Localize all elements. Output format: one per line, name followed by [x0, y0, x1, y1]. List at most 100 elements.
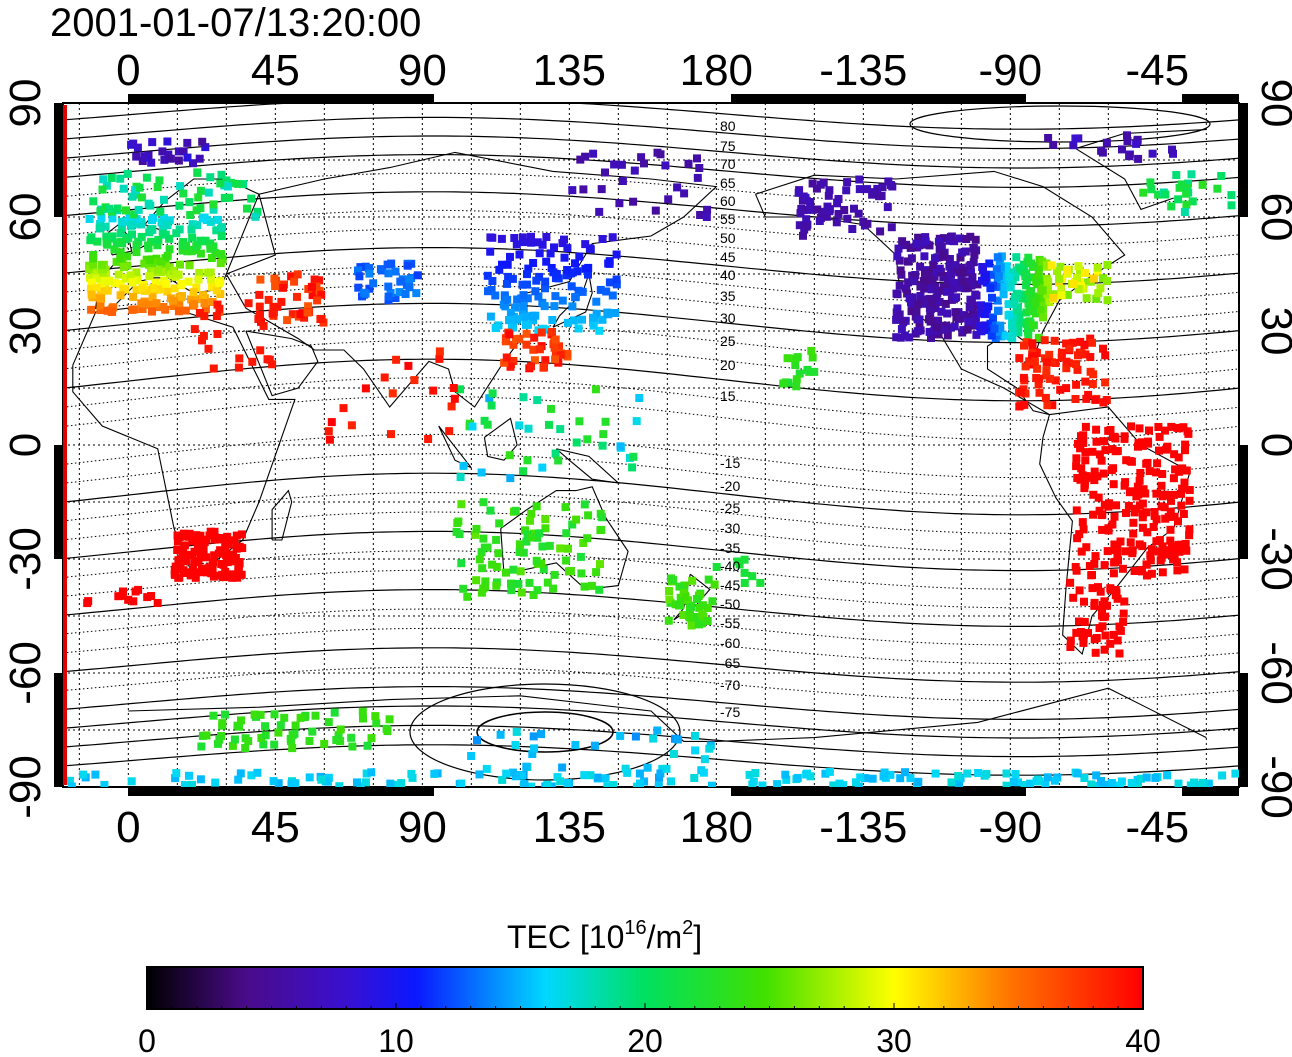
- tec-point: [592, 568, 601, 577]
- tec-point: [1062, 384, 1071, 393]
- coastline: [754, 170, 1126, 416]
- tec-point: [1009, 268, 1018, 277]
- tec-point: [119, 184, 128, 193]
- tec-point: [824, 191, 833, 200]
- tec-point: [856, 773, 865, 782]
- tec-point: [527, 362, 535, 371]
- tec-point: [1174, 540, 1183, 549]
- tec-point: [861, 774, 870, 783]
- tec-point: [1093, 472, 1102, 481]
- tec-point: [527, 509, 536, 518]
- tec-point: [1051, 376, 1060, 385]
- tec-point: [1090, 559, 1099, 568]
- tec-point: [1181, 446, 1189, 455]
- tec-point: [103, 277, 111, 286]
- left-tick-bar: [54, 445, 63, 559]
- tec-point: [291, 779, 300, 787]
- tec-point: [175, 533, 184, 541]
- bottom-lon-label: 180: [680, 803, 753, 852]
- tec-point: [910, 277, 919, 286]
- tec-point: [573, 267, 582, 276]
- tec-point: [190, 558, 199, 567]
- tec-point: [506, 362, 515, 371]
- right-lat-label: 0: [1252, 433, 1292, 457]
- tec-point: [914, 233, 923, 242]
- tec-point: [1009, 777, 1018, 786]
- tec-point: [197, 742, 206, 751]
- tec-point: [119, 263, 128, 271]
- tec-point: [196, 186, 205, 195]
- tec-point: [1163, 771, 1172, 780]
- tec-point: [179, 147, 188, 156]
- tec-point: [1133, 482, 1142, 491]
- tec-point: [1078, 518, 1087, 527]
- tec-point: [101, 222, 110, 231]
- tec-point: [286, 734, 295, 743]
- tec-point: [1185, 531, 1194, 540]
- tec-point: [257, 733, 266, 742]
- tec-point: [1161, 190, 1170, 199]
- tec-point: [1093, 263, 1102, 272]
- tec-point: [519, 302, 528, 311]
- tec-point: [347, 733, 356, 742]
- tec-point: [449, 384, 458, 392]
- tec-point: [387, 430, 395, 439]
- tec-point: [214, 739, 222, 748]
- tec-point: [712, 563, 721, 571]
- tec-point: [170, 566, 179, 575]
- tec-point: [317, 290, 326, 299]
- tec-point: [1147, 185, 1156, 194]
- tec-point: [172, 769, 181, 778]
- tec-point: [1034, 270, 1043, 279]
- tec-point: [206, 244, 215, 253]
- tec-point: [1158, 492, 1167, 501]
- tec-point: [218, 223, 226, 232]
- tec-point: [795, 221, 804, 230]
- tec-point: [649, 734, 658, 743]
- tec-point: [498, 775, 507, 784]
- tec-point: [679, 611, 688, 619]
- tec-point: [162, 279, 171, 288]
- tec-point: [1179, 423, 1188, 432]
- tec-point: [336, 725, 345, 734]
- tec-point: [877, 192, 886, 200]
- tec-point: [1092, 771, 1101, 780]
- contour-line: [63, 744, 1239, 776]
- tec-point: [114, 592, 123, 601]
- tec-point: [988, 293, 996, 302]
- tec-point: [182, 242, 190, 251]
- tec-point: [503, 279, 511, 288]
- tec-point: [1085, 562, 1094, 570]
- tec-point: [492, 581, 501, 590]
- tec-point: [96, 294, 105, 303]
- tec-point: [232, 531, 241, 540]
- tec-point: [832, 218, 841, 227]
- tec-point: [403, 261, 412, 270]
- tec-point: [756, 578, 765, 587]
- tec-point: [158, 147, 167, 156]
- tec-point: [796, 209, 805, 218]
- tec-point: [217, 250, 226, 259]
- tec-point: [163, 251, 172, 260]
- tec-point: [829, 781, 838, 787]
- tec-point: [271, 282, 280, 291]
- tec-point: [1043, 773, 1052, 782]
- tec-point: [586, 771, 595, 780]
- tec-point: [87, 290, 96, 299]
- tec-point: [517, 771, 526, 780]
- tec-point: [1080, 617, 1089, 626]
- tec-point: [1175, 424, 1183, 433]
- tec-point: [304, 302, 313, 311]
- tec-point: [445, 427, 454, 436]
- tec-point: [270, 710, 279, 719]
- tec-point: [520, 780, 529, 787]
- tec-point: [519, 393, 528, 402]
- tec-point: [1098, 525, 1107, 534]
- tec-point: [491, 291, 500, 300]
- tec-point: [1097, 146, 1106, 155]
- tec-point: [1129, 529, 1138, 538]
- tec-point: [556, 350, 565, 359]
- tec-point: [1124, 501, 1133, 510]
- tec-point: [799, 231, 807, 240]
